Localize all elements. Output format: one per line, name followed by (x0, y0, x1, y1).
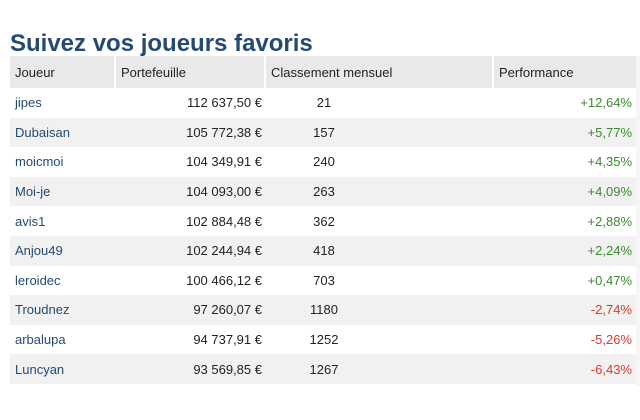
column-header-player[interactable]: Joueur (10, 56, 116, 88)
table-row: Moi-je 104 093,00 € 263 +4,09% (10, 176, 636, 207)
monthly-rank: 263 (266, 176, 494, 207)
performance-value: -2,74% (494, 295, 636, 325)
monthly-rank: 1267 (266, 354, 494, 384)
player-link[interactable]: jipes (10, 88, 116, 118)
table-row: moicmoi 104 349,91 € 240 +4,35% (10, 147, 636, 177)
portfolio-value: 97 260,07 € (116, 295, 266, 325)
player-link[interactable]: Moi-je (10, 176, 116, 207)
column-header-rank[interactable]: Classement mensuel (266, 56, 494, 88)
portfolio-value: 104 349,91 € (116, 147, 266, 177)
performance-value: +5,77% (494, 117, 636, 148)
performance-value: -5,26% (494, 324, 636, 355)
monthly-rank: 21 (266, 88, 494, 118)
portfolio-value: 105 772,38 € (116, 117, 266, 148)
player-link[interactable]: Anjou49 (10, 235, 116, 266)
performance-value: +2,88% (494, 206, 636, 236)
horizontal-scroll-edge[interactable] (636, 56, 640, 386)
portfolio-value: 100 466,12 € (116, 265, 266, 296)
table-row: Troudnez 97 260,07 € 1180 -2,74% (10, 295, 636, 325)
header-row: Joueur Portefeuille Classement mensuel P… (10, 56, 636, 88)
performance-value: +0,47% (494, 265, 636, 296)
player-link[interactable]: moicmoi (10, 147, 116, 177)
column-header-performance[interactable]: Performance (494, 56, 636, 88)
player-link[interactable]: leroidec (10, 265, 116, 296)
table-body: jipes 112 637,50 € 21 +12,64% Dubaisan 1… (10, 88, 636, 384)
portfolio-value: 112 637,50 € (116, 88, 266, 118)
portfolio-value: 93 569,85 € (116, 354, 266, 384)
portfolio-value: 94 737,91 € (116, 324, 266, 355)
player-link[interactable]: Troudnez (10, 295, 116, 325)
monthly-rank: 157 (266, 117, 494, 148)
monthly-rank: 1180 (266, 295, 494, 325)
monthly-rank: 1252 (266, 324, 494, 355)
performance-value: +12,64% (494, 88, 636, 118)
table-header: Joueur Portefeuille Classement mensuel P… (10, 56, 636, 88)
portfolio-value: 104 093,00 € (116, 176, 266, 207)
table-row: Dubaisan 105 772,38 € 157 +5,77% (10, 117, 636, 148)
table-row: leroidec 100 466,12 € 703 +0,47% (10, 265, 636, 296)
player-link[interactable]: avis1 (10, 206, 116, 236)
monthly-rank: 418 (266, 235, 494, 266)
performance-value: +4,09% (494, 176, 636, 207)
monthly-rank: 240 (266, 147, 494, 177)
table-row: arbalupa 94 737,91 € 1252 -5,26% (10, 324, 636, 355)
table-row: jipes 112 637,50 € 21 +12,64% (10, 88, 636, 118)
player-link[interactable]: Luncyan (10, 354, 116, 384)
performance-value: -6,43% (494, 354, 636, 384)
portfolio-value: 102 884,48 € (116, 206, 266, 236)
portfolio-value: 102 244,94 € (116, 235, 266, 266)
monthly-rank: 703 (266, 265, 494, 296)
player-link[interactable]: Dubaisan (10, 117, 116, 148)
table-row: avis1 102 884,48 € 362 +2,88% (10, 206, 636, 236)
table-row: Anjou49 102 244,94 € 418 +2,24% (10, 235, 636, 266)
performance-value: +4,35% (494, 147, 636, 177)
table-row: Luncyan 93 569,85 € 1267 -6,43% (10, 354, 636, 384)
monthly-rank: 362 (266, 206, 494, 236)
performance-value: +2,24% (494, 235, 636, 266)
favorite-players-table: Joueur Portefeuille Classement mensuel P… (10, 56, 636, 384)
page-title: Suivez vos joueurs favoris (10, 30, 313, 58)
column-header-portfolio[interactable]: Portefeuille (116, 56, 266, 88)
player-link[interactable]: arbalupa (10, 324, 116, 355)
